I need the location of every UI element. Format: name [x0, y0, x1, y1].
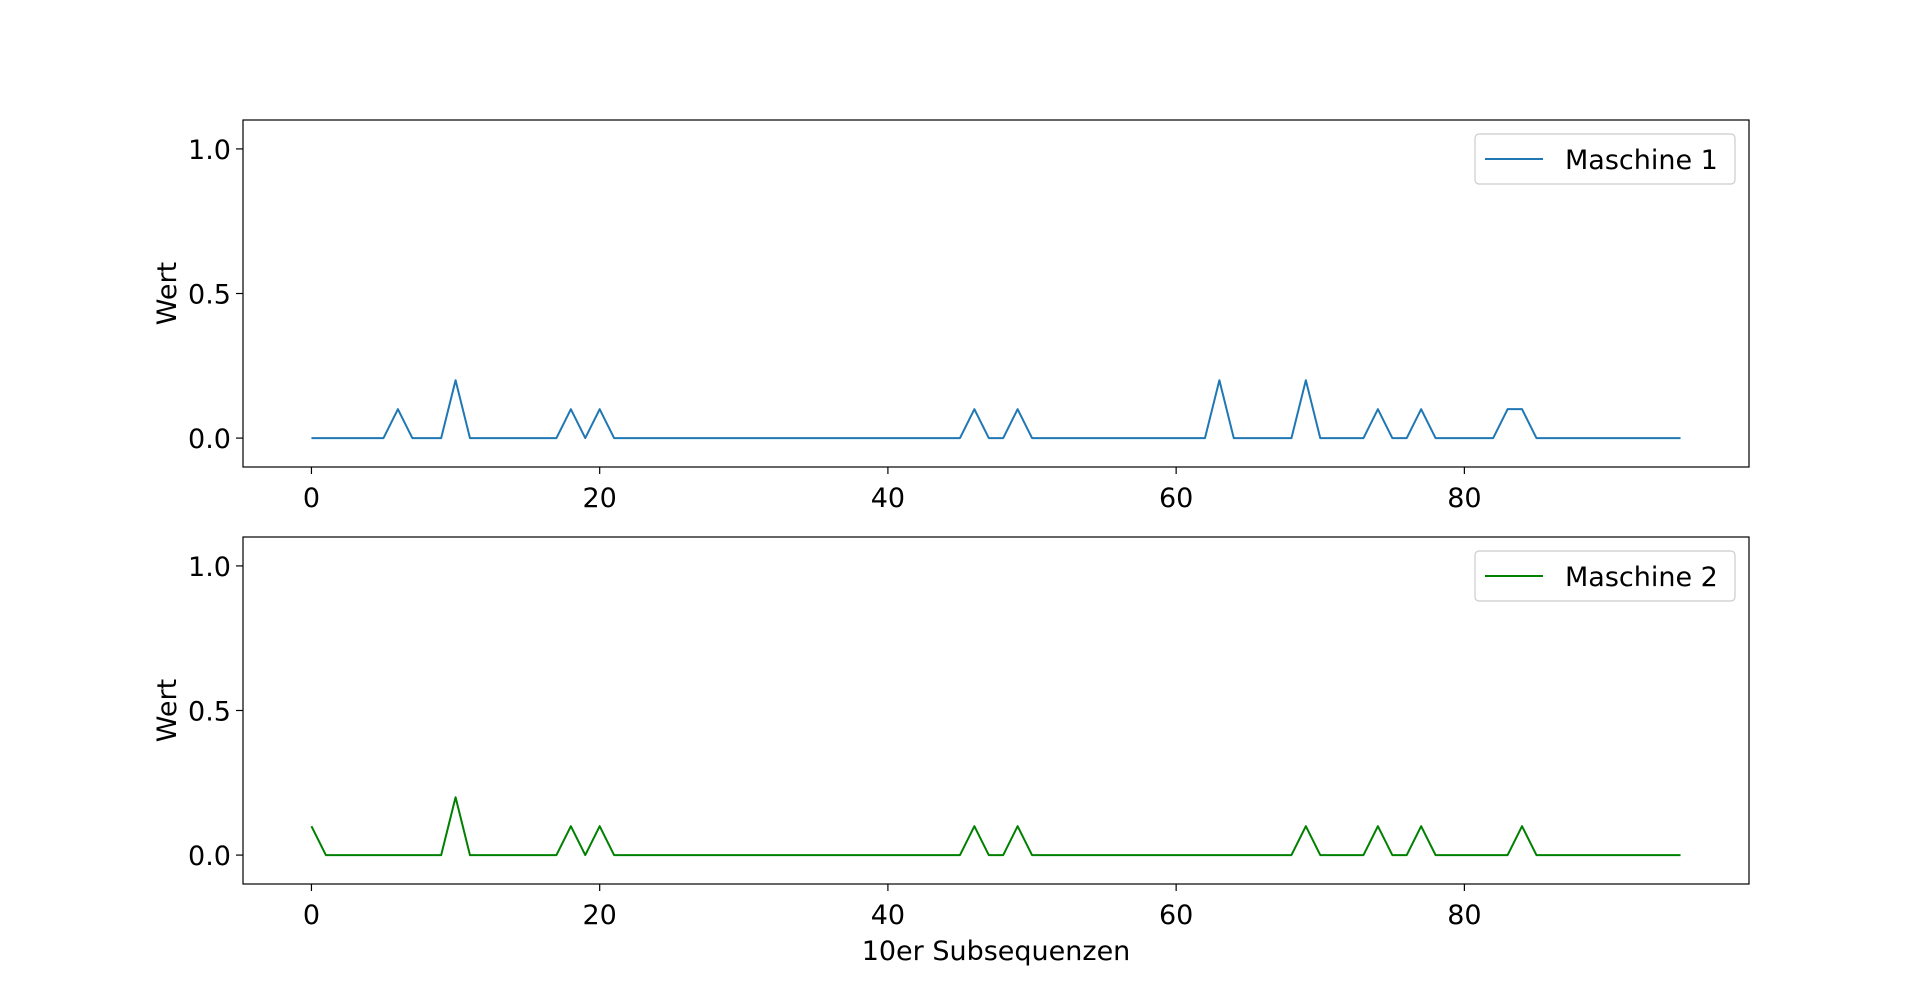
series-line-1: [311, 379, 1681, 440]
legend-box: [1474, 133, 1736, 185]
legend-label: Maschine 2: [1565, 562, 1718, 593]
x-tick-label: 40: [871, 900, 905, 931]
series-line-1: [310, 796, 1681, 857]
x-axis-label: 10er Subsequenzen: [862, 936, 1131, 967]
y-tick-label: 0.5: [188, 280, 231, 311]
legend-box: [1474, 550, 1736, 602]
y-axis-label: Wert: [152, 262, 183, 325]
x-tick-label: 0: [303, 900, 320, 931]
legend: Maschine 2: [1474, 550, 1736, 602]
x-tick-label: 60: [1159, 483, 1193, 514]
x-tick-label: 60: [1159, 900, 1193, 931]
x-tick-label: 80: [1447, 483, 1481, 514]
y-tick-label: 0.0: [188, 841, 231, 872]
y-tick-label: 1.0: [188, 135, 231, 166]
subplot-2: 0 20 40 60 80 0.0 0.5 1.0 Wert 10er Subsequenzen M…: [152, 536, 1750, 967]
y-tick-label: 1.0: [188, 552, 231, 583]
x-tick-label: 0: [303, 483, 320, 514]
legend: Maschine 1: [1474, 133, 1736, 185]
x-tick-label: 20: [583, 483, 617, 514]
legend-label: Maschine 1: [1565, 145, 1718, 176]
y-tick-label: 0.5: [188, 697, 231, 728]
x-tick-label: 20: [583, 900, 617, 931]
y-tick-label: 0.0: [188, 424, 231, 455]
subplot-1: 0 20 40 60 80 0.0 0.5 1.0 Wert Maschine 1: [152, 119, 1750, 514]
x-tick-label: 40: [871, 483, 905, 514]
x-tick-label: 80: [1447, 900, 1481, 931]
y-axis-label: Wert: [152, 679, 183, 742]
